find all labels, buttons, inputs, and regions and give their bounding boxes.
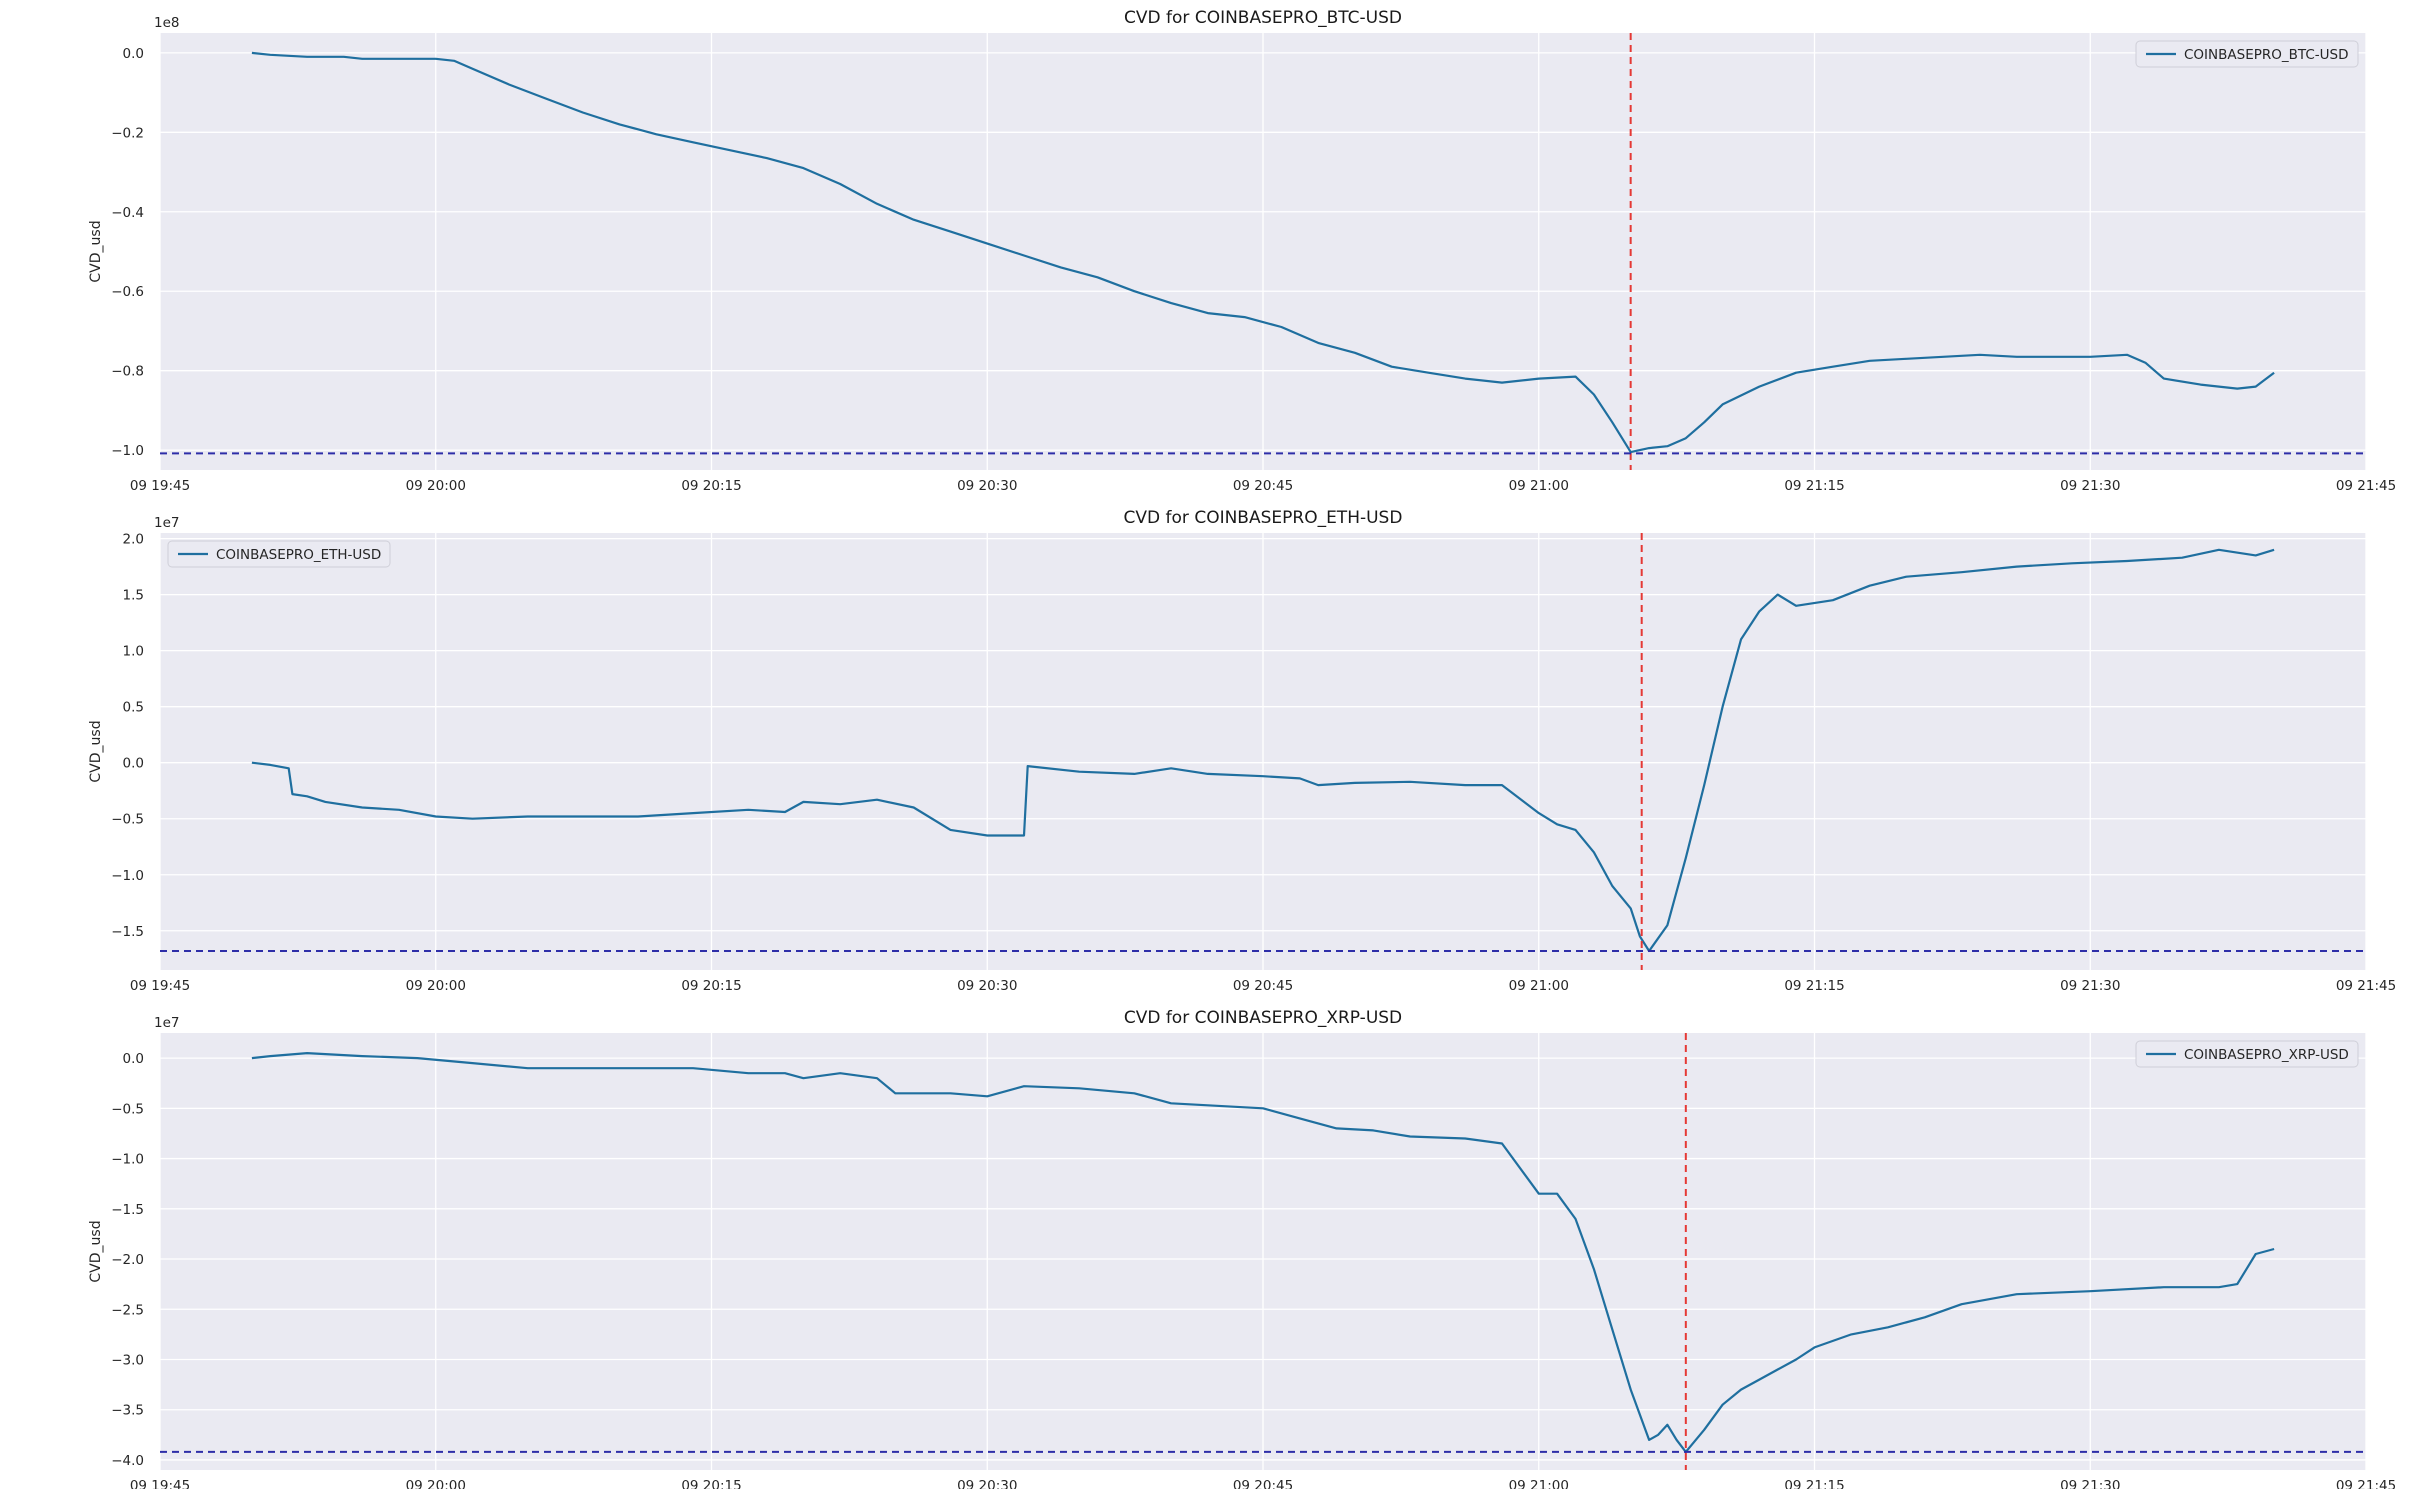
- y-tick-label: −3.5: [111, 1403, 144, 1419]
- y-tick-label: −0.6: [111, 284, 144, 300]
- y-tick-label: 0.0: [123, 1051, 144, 1067]
- x-tick-label: 09 21:00: [1509, 478, 1569, 494]
- y-tick-label: −2.0: [111, 1252, 144, 1268]
- y-tick-label: −1.5: [111, 1202, 144, 1218]
- y-tick-label: −0.5: [111, 812, 144, 828]
- chart-panel-1: 09 19:45 09 20:00 09 20:15 09 20:30 09 20:45…: [88, 8, 2396, 494]
- x-tick-label: 09 21:30: [2060, 978, 2120, 994]
- y-tick-label: −0.5: [111, 1101, 144, 1117]
- x-tick-label: 09 20:45: [1233, 478, 1293, 494]
- x-tick-label: 09 20:30: [957, 978, 1017, 994]
- chart-panel-2: 09 19:45 09 20:00 09 20:15 09 20:30 09 20:45…: [88, 508, 2396, 994]
- series-line: [251, 51, 2275, 454]
- x-tick-label: 09 19:45: [130, 978, 190, 994]
- y-tick-label: −4.0: [111, 1453, 144, 1469]
- y-tick-label: −1.0: [111, 1152, 144, 1168]
- legend: COINBASEPRO_ETH-USD: [167, 540, 391, 568]
- y-tick-label: 1.0: [123, 644, 144, 660]
- y-tick-label: 2.0: [123, 532, 144, 548]
- series-line: [251, 1052, 2275, 1453]
- legend-label: COINBASEPRO_BTC-USD: [2184, 47, 2349, 63]
- legend-box: [2135, 1040, 2359, 1068]
- y-offset-label: 1e7: [154, 515, 179, 531]
- y-axis-label: CVD_usd: [88, 720, 104, 782]
- x-tick-label: 09 20:00: [406, 478, 466, 494]
- x-tick-label: 09 20:00: [406, 978, 466, 994]
- chart-title: CVD for COINBASEPRO_XRP-USD: [1124, 1008, 1402, 1028]
- chart-panel-3: 09 19:45 09 20:00 09 20:15 09 20:30 09 20:45…: [88, 1008, 2396, 1489]
- x-tick-label: 09 21:45: [2336, 1478, 2396, 1489]
- legend-box: [167, 540, 391, 568]
- y-axis-label: CVD_usd: [88, 220, 104, 282]
- x-tick-label: 09 20:45: [1233, 1478, 1293, 1489]
- x-tick-label: 09 20:15: [681, 1478, 741, 1489]
- x-tick-label: 09 20:30: [957, 1478, 1017, 1489]
- chart-title: CVD for COINBASEPRO_BTC-USD: [1124, 8, 1402, 28]
- y-offset-label: 1e7: [154, 1015, 179, 1031]
- legend: COINBASEPRO_XRP-USD: [2135, 1040, 2359, 1068]
- legend-label: COINBASEPRO_XRP-USD: [2184, 1047, 2349, 1063]
- chart-title: CVD for COINBASEPRO_ETH-USD: [1124, 508, 1403, 528]
- x-tick-label: 09 21:45: [2336, 978, 2396, 994]
- y-offset-label: 1e8: [154, 15, 179, 31]
- y-tick-label: −1.5: [111, 924, 144, 940]
- x-tick-label: 09 21:45: [2336, 478, 2396, 494]
- x-tick-label: 09 20:15: [681, 978, 741, 994]
- legend-label: COINBASEPRO_ETH-USD: [216, 547, 381, 563]
- y-tick-label: −2.5: [111, 1302, 144, 1318]
- x-tick-label: 09 19:45: [130, 478, 190, 494]
- x-tick-label: 09 21:30: [2060, 1478, 2120, 1489]
- legend-box: [2135, 40, 2359, 68]
- x-tick-label: 09 21:15: [1784, 478, 1844, 494]
- y-tick-label: 0.0: [123, 46, 144, 62]
- y-tick-label: 0.5: [123, 700, 144, 716]
- x-tick-label: 09 21:15: [1784, 1478, 1844, 1489]
- y-tick-label: −1.0: [111, 868, 144, 884]
- y-tick-label: 1.5: [123, 588, 144, 604]
- x-tick-label: 09 20:30: [957, 478, 1017, 494]
- legend: COINBASEPRO_BTC-USD: [2135, 40, 2359, 68]
- x-tick-label: 09 20:00: [406, 1478, 466, 1489]
- y-tick-label: −0.4: [111, 205, 144, 221]
- x-tick-label: 09 20:45: [1233, 978, 1293, 994]
- x-tick-label: 09 19:45: [130, 1478, 190, 1489]
- y-tick-label: −0.8: [111, 364, 144, 380]
- y-tick-label: 0.0: [123, 756, 144, 772]
- y-tick-label: −1.0: [111, 443, 144, 459]
- y-tick-label: −0.2: [111, 125, 144, 141]
- series-line: [251, 548, 2275, 953]
- x-tick-label: 09 21:00: [1509, 978, 1569, 994]
- x-tick-label: 09 21:30: [2060, 478, 2120, 494]
- y-tick-label: −3.0: [111, 1352, 144, 1368]
- x-tick-label: 09 21:00: [1509, 1478, 1569, 1489]
- x-tick-label: 09 20:15: [681, 478, 741, 494]
- x-tick-label: 09 21:15: [1784, 978, 1844, 994]
- y-axis-label: CVD_usd: [88, 1220, 104, 1282]
